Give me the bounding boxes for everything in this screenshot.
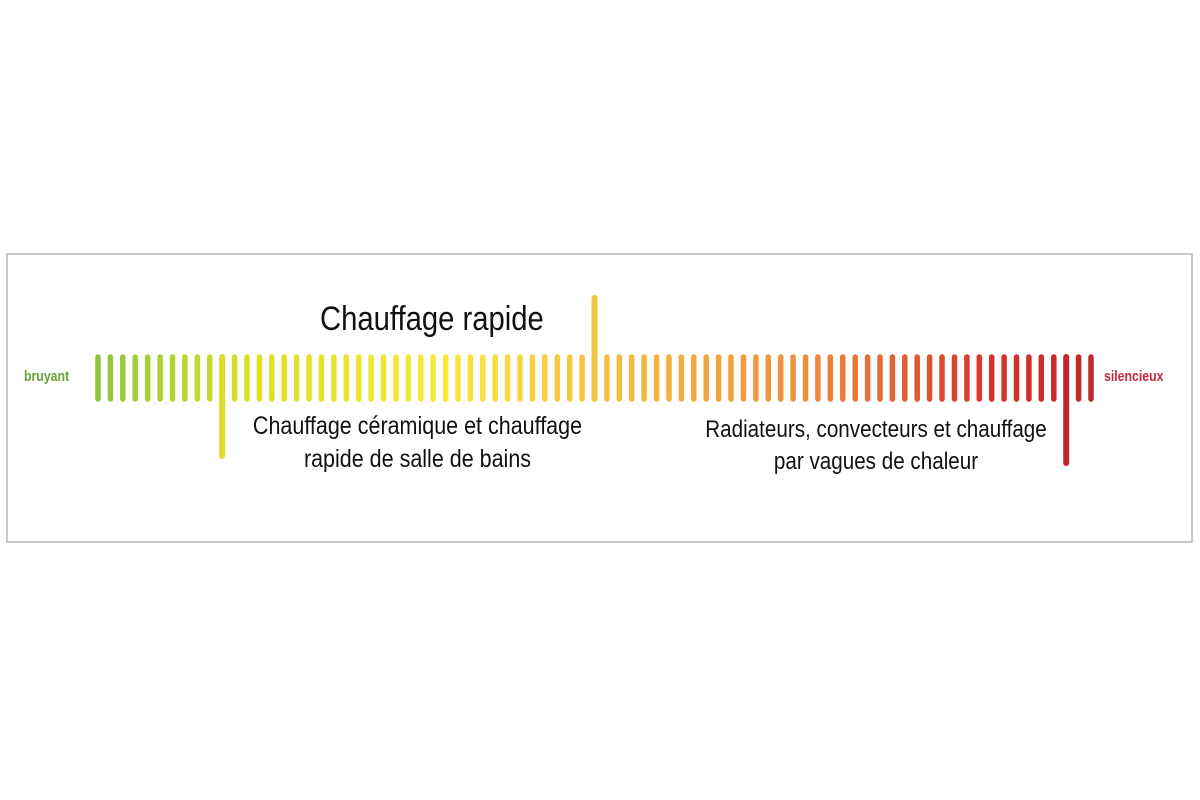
scale-ticks bbox=[95, 295, 1094, 466]
marker-label-rapide: Chauffage rapide bbox=[320, 300, 552, 339]
marker-label-line: rapide de salle de bains bbox=[303, 445, 532, 473]
marker-label-line: Radiateurs, convecteurs et chauffage bbox=[705, 416, 1047, 443]
scale-left-label: bruyant bbox=[24, 368, 70, 385]
marker-label-line: par vagues de chaleur bbox=[773, 448, 979, 475]
marker-label-ceramique: Chauffage céramique et chauffage rapide … bbox=[252, 410, 583, 476]
diagram-frame bbox=[6, 253, 1193, 543]
marker-label-line: Chauffage rapide bbox=[320, 300, 544, 338]
marker-label-line: Chauffage céramique et chauffage bbox=[252, 412, 583, 440]
scale-right-label: silencieux bbox=[1104, 368, 1164, 385]
marker-label-radiateurs: Radiateurs, convecteurs et chauffage par… bbox=[704, 414, 1048, 478]
